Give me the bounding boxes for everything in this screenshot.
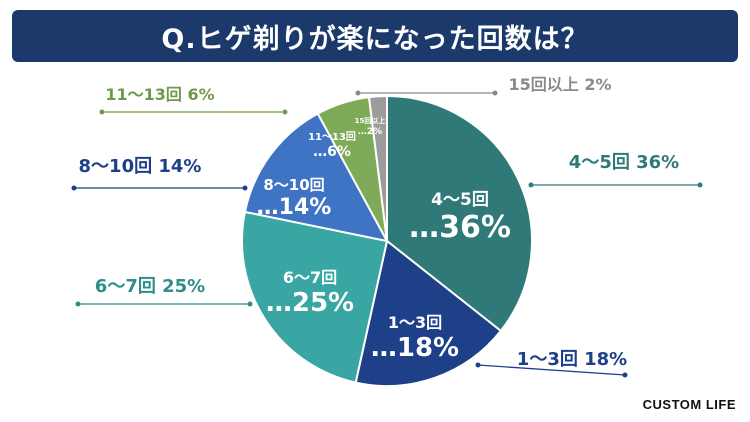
leader-dot [355,90,361,96]
leader-dot [247,301,253,307]
pie-slice [243,112,389,243]
leader-dot [492,90,498,96]
pie-slice [367,94,388,242]
outer-label: 11～13回 6% [105,85,214,104]
leader-dot [99,109,105,115]
inner-label-value: …2% [358,127,382,137]
inner-label-value: …14% [257,195,332,220]
chart-title: Q.ヒゲ剃りが楽になった回数は？ [161,23,589,55]
brand-logo: CUSTOM LIFE [642,397,736,412]
outer-label: 8～10回 14% [79,156,202,177]
leader-dot [528,182,534,188]
inner-label-category: 1～3回 [388,313,442,332]
inner-label-category: 4～5回 [431,190,489,210]
inner-label-value: …6% [313,144,351,160]
leader-dot [697,182,703,188]
outer-label: 4～5回 36% [569,152,679,173]
inner-label-value: …18% [371,333,459,363]
title-banner: Q.ヒゲ剃りが楽になった回数は？ [12,10,738,62]
pie-slice [241,210,389,384]
outer-label: 1～3回 18% [517,349,627,370]
pie-slice [386,94,533,333]
inner-label-category: 6～7回 [283,268,337,287]
outer-label: 15回以上 2% [508,75,611,94]
leader-dot [475,362,481,368]
pie-slice [354,239,503,387]
leader-dot [242,185,248,191]
inner-label-category: 11～13回 [308,131,356,143]
leader-dot [282,109,288,115]
leader-dot [71,185,77,191]
inner-label-category: 15回以上 [355,116,386,125]
leader-dot [622,372,628,378]
inner-label-category: 8～10回 [263,176,324,194]
inner-label-value: …25% [266,288,354,318]
inner-label-value: …36% [409,210,511,245]
outer-label: 6～7回 25% [95,276,205,297]
leader-line [477,364,626,376]
leader-dot [75,301,81,307]
